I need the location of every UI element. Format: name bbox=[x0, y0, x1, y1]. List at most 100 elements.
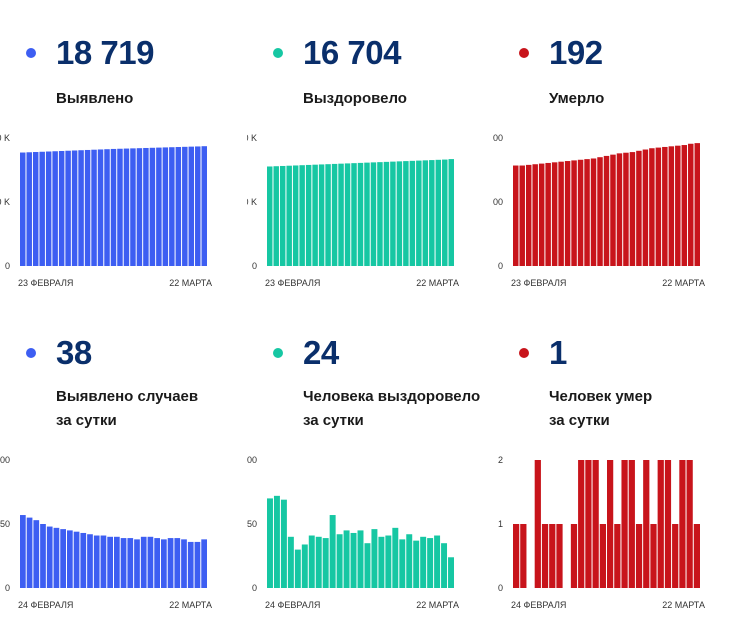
bar bbox=[686, 460, 693, 588]
y-tick-label: 0 bbox=[498, 583, 503, 593]
bar bbox=[628, 460, 635, 588]
bar bbox=[329, 515, 336, 588]
bar bbox=[322, 538, 329, 588]
bar-chart: 0 50 100 24 ФЕВРАЛЯ 22 МАРТА bbox=[247, 455, 459, 610]
x-tick-label-start: 23 ФЕВРАЛЯ bbox=[18, 278, 73, 288]
bar bbox=[541, 524, 549, 588]
bar bbox=[519, 165, 525, 266]
bar bbox=[636, 150, 642, 266]
bar bbox=[642, 149, 649, 266]
bar bbox=[26, 152, 32, 266]
bar bbox=[350, 532, 357, 588]
y-tick-label: 100 bbox=[247, 455, 257, 465]
bar bbox=[435, 159, 442, 266]
x-tick-label-start: 24 ФЕВРАЛЯ bbox=[265, 600, 320, 610]
bar bbox=[681, 145, 688, 266]
label-line: Выявлено случаев bbox=[56, 388, 199, 405]
bar bbox=[590, 158, 597, 266]
bar bbox=[33, 520, 40, 588]
bar bbox=[694, 143, 700, 266]
bar bbox=[80, 532, 87, 588]
bar bbox=[53, 527, 60, 588]
bar bbox=[672, 524, 679, 588]
bar bbox=[592, 460, 599, 588]
label-line: за сутки bbox=[56, 412, 117, 429]
bar bbox=[513, 524, 520, 588]
bar bbox=[556, 524, 563, 588]
bar bbox=[120, 538, 127, 588]
y-tick-label: 100 bbox=[493, 197, 503, 207]
bar bbox=[286, 165, 292, 266]
bar bbox=[301, 544, 308, 588]
bar bbox=[91, 149, 97, 266]
bar bbox=[364, 543, 371, 588]
bar bbox=[603, 155, 610, 266]
bar bbox=[427, 538, 434, 588]
bar bbox=[65, 150, 71, 266]
daily-value: 38 bbox=[56, 334, 92, 371]
x-tick-label-end: 22 МАРТА bbox=[416, 278, 459, 288]
x-tick-label-end: 22 МАРТА bbox=[169, 600, 212, 610]
x-tick-label-end: 22 МАРТА bbox=[662, 278, 705, 288]
bar bbox=[513, 165, 519, 266]
panel-deaths-total: 192 Умерло 0 100 200 23 ФЕВРАЛЯ 22 МАРТА bbox=[493, 30, 749, 295]
label-line: Человек умер bbox=[549, 388, 653, 405]
panel-cases-total: 18 719 Выявлено 0 10 K 20 K 23 ФЕВРАЛЯ 22 МА… bbox=[0, 30, 266, 295]
bar bbox=[181, 539, 187, 588]
bar bbox=[318, 164, 325, 266]
bar bbox=[351, 163, 357, 266]
bar bbox=[396, 161, 403, 266]
legend-dot bbox=[519, 348, 529, 358]
bar bbox=[371, 529, 378, 588]
legend-dot bbox=[273, 348, 283, 358]
bar bbox=[650, 524, 657, 588]
bar bbox=[668, 146, 675, 266]
bar bbox=[649, 148, 655, 266]
y-tick-label: 0 bbox=[5, 583, 10, 593]
bar-chart: 0 10 K 20 K 23 ФЕВРАЛЯ 22 МАРТА bbox=[0, 133, 212, 288]
bar bbox=[130, 148, 136, 266]
bar bbox=[413, 540, 420, 588]
bar bbox=[616, 153, 623, 266]
total-value: 192 bbox=[549, 34, 603, 71]
y-tick-label: 100 bbox=[0, 455, 10, 465]
bar bbox=[315, 536, 322, 588]
bar bbox=[279, 165, 286, 266]
bar bbox=[664, 460, 672, 588]
bar bbox=[675, 145, 681, 266]
bar bbox=[175, 147, 182, 266]
bar bbox=[377, 162, 383, 266]
legend-dot bbox=[273, 48, 283, 58]
bar bbox=[545, 162, 551, 266]
bar bbox=[174, 538, 181, 588]
bar bbox=[571, 160, 577, 266]
bar bbox=[267, 498, 273, 588]
bar bbox=[623, 152, 629, 266]
label-line: Человека выздоровело bbox=[303, 388, 481, 405]
bar bbox=[558, 161, 564, 266]
y-tick-label: 200 bbox=[493, 133, 503, 143]
bar bbox=[390, 161, 396, 266]
bar bbox=[107, 536, 113, 588]
total-label: Выявлено bbox=[56, 87, 133, 111]
bar bbox=[287, 536, 294, 588]
bar bbox=[134, 539, 140, 588]
panel-recovered-daily: 24 Человека выздоровело за сутки 0 50 100 2… bbox=[247, 334, 513, 626]
bar bbox=[577, 159, 584, 266]
bar bbox=[336, 534, 343, 588]
x-tick-label-end: 22 МАРТА bbox=[169, 278, 212, 288]
bar bbox=[403, 161, 409, 266]
bar bbox=[538, 163, 545, 266]
bar bbox=[40, 524, 46, 588]
bar bbox=[147, 536, 154, 588]
bar bbox=[280, 499, 287, 588]
bar bbox=[84, 149, 91, 266]
bar bbox=[67, 530, 73, 588]
bar bbox=[607, 460, 614, 588]
bar bbox=[97, 149, 104, 266]
bar bbox=[520, 524, 527, 588]
daily-label: Выявлено случаев за сутки bbox=[56, 385, 198, 433]
bar bbox=[578, 460, 585, 588]
bar bbox=[143, 147, 149, 266]
label-line: Выявлено bbox=[56, 90, 134, 107]
